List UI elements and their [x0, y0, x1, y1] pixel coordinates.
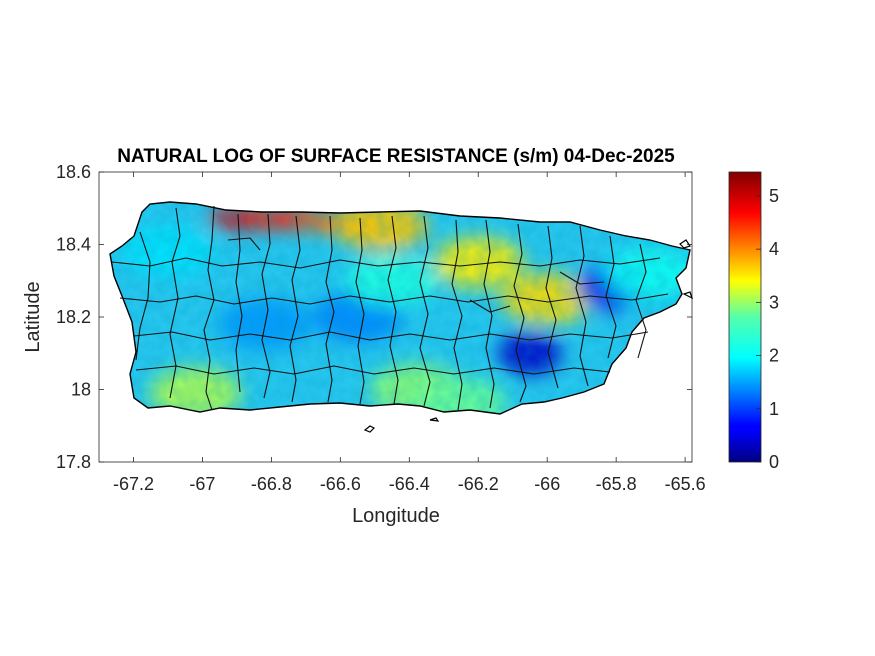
x-tick-label: -66.8 [251, 474, 292, 494]
x-axis-ticks: -67.2 -67 -66.8 -66.6 -66.4 -66.2 -66 -65.8 -65.… [113, 172, 706, 494]
y-tick-label: 17.8 [56, 452, 91, 472]
x-tick-label: -66.2 [458, 474, 499, 494]
y-axis-label: Latitude [22, 281, 44, 352]
colorbar-tick-label: 3 [769, 292, 779, 312]
colorbar-tick-label: 1 [769, 399, 779, 419]
x-tick-label: -66 [534, 474, 560, 494]
x-tick-label: -67 [189, 474, 215, 494]
x-tick-label: -66.4 [389, 474, 430, 494]
offshore-islets [363, 239, 694, 433]
x-tick-label: -65.8 [596, 474, 637, 494]
x-tick-label: -67.2 [113, 474, 154, 494]
y-tick-label: 18 [71, 380, 91, 400]
colorbar [728, 171, 762, 463]
island-coastline [109, 201, 691, 415]
colorbar-ticks: 0 1 2 3 4 5 [756, 186, 779, 472]
y-axis-ticks: 17.8 18 18.2 18.4 18.6 [56, 162, 692, 472]
colorbar-tick-label: 4 [769, 239, 779, 259]
x-tick-label: -65.6 [665, 474, 706, 494]
map-title: NATURAL LOG OF SURFACE RESISTANCE (s/m) … [117, 146, 675, 167]
municipality-boundaries [111, 205, 669, 411]
colorbar-tick-label: 5 [769, 186, 779, 206]
y-tick-label: 18.6 [56, 162, 91, 182]
colorbar-tick-label: 2 [769, 346, 779, 366]
y-tick-label: 18.2 [56, 307, 91, 327]
x-tick-label: -66.6 [320, 474, 361, 494]
y-tick-label: 18.4 [56, 235, 91, 255]
x-axis-label: Longitude [352, 505, 440, 527]
colorbar-tick-label: 0 [769, 452, 779, 472]
